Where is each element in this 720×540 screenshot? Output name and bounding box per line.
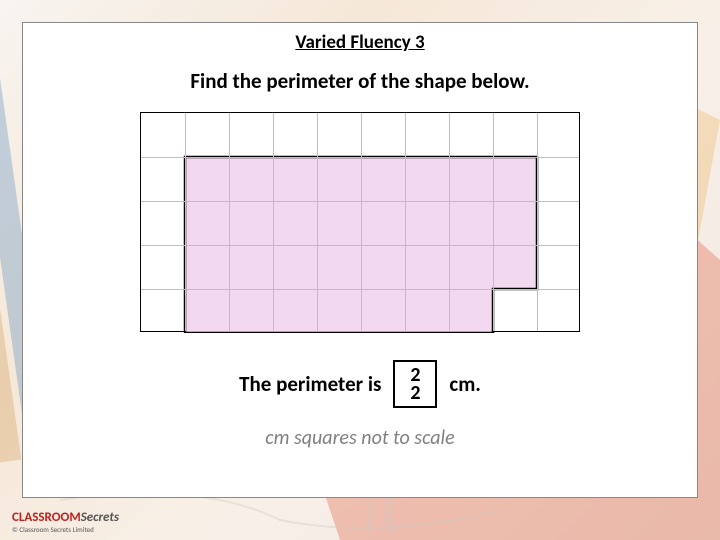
worksheet-title: Varied Fluency 3 [43, 31, 677, 54]
square-grid [140, 112, 580, 332]
content-card: Varied Fluency 3 Find the perimeter of t… [22, 22, 698, 498]
instruction-text: Find the perimeter of the shape below. [43, 68, 677, 94]
answer-line: The perimeter is 2 2 cm. [43, 360, 677, 408]
copyright-text: © Classroom Secrets Limited [12, 525, 119, 534]
footer-logo: CLASSROOMSecrets © Classroom Secrets Lim… [12, 510, 119, 534]
answer-box: 2 2 [393, 360, 437, 408]
answer-prefix: The perimeter is [239, 371, 381, 397]
logo-part2: Secrets [81, 510, 119, 525]
scale-note: cm squares not to scale [43, 426, 677, 450]
grid-container [43, 112, 677, 332]
answer-suffix: cm. [449, 371, 480, 397]
logo-part1: CLASSROOM [12, 510, 81, 525]
answer-value-2: 2 [410, 384, 420, 402]
